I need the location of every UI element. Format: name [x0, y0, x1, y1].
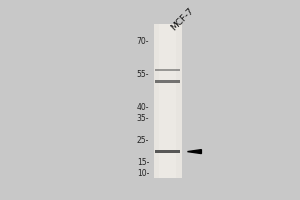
Bar: [154, 24, 182, 178]
Bar: [155, 80, 180, 83]
Text: 35-: 35-: [136, 114, 149, 123]
Bar: [155, 150, 180, 153]
Text: 15-: 15-: [137, 158, 149, 167]
Text: 40-: 40-: [136, 103, 149, 112]
Text: 25-: 25-: [137, 136, 149, 145]
Text: 55-: 55-: [136, 70, 149, 79]
Polygon shape: [188, 150, 201, 154]
Text: 10-: 10-: [137, 169, 149, 178]
Text: 70-: 70-: [136, 37, 149, 46]
Text: MCF-7: MCF-7: [169, 7, 195, 33]
Bar: [155, 69, 180, 71]
Bar: [159, 24, 176, 178]
